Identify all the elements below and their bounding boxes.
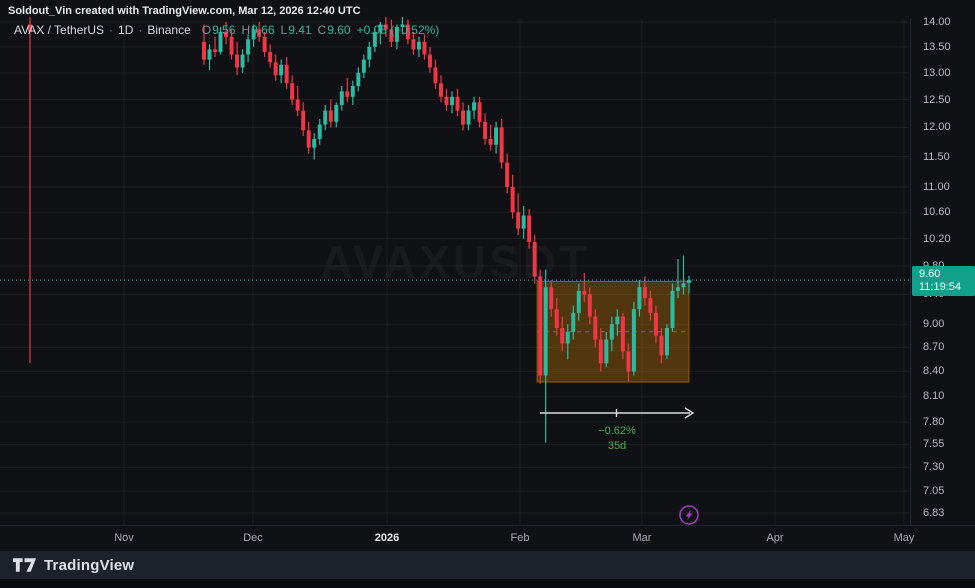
current-price-value: 9.60 [919,268,941,281]
legend-interval[interactable]: 1D [118,23,134,37]
measure-range-box[interactable] [536,280,690,383]
close-value: 9.60 [327,23,351,37]
price-tick-label: 11.00 [923,180,950,193]
price-tick-label: 14.00 [923,16,951,28]
change-value: +0.05 (+0.52%) [356,23,440,37]
price-tick-label: 9.00 [923,318,945,331]
price-tick-label: 12.50 [923,93,951,106]
price-tick-label: 12.00 [923,121,951,134]
chart-canvas[interactable]: AVAXUSDT AVAX / TetherUS · 1D · Binance … [0,0,910,525]
footer-strip [0,579,975,588]
symbol-watermark: AVAXUSDT [320,236,590,288]
tradingview-logo-icon[interactable] [13,558,36,572]
attribution-text: Soldout_Vin created with TradingView.com… [8,5,361,17]
price-tick-label: 10.20 [923,232,951,245]
chart-legend: AVAX / TetherUS · 1D · Binance O9.56 H9.… [14,23,439,37]
current-price-label: 9.60 11:19:54 [912,266,975,297]
low-label: L [280,23,288,37]
low-value: 9.41 [288,23,312,37]
candles-layer [28,17,692,443]
measure-percent-label: −0.62% [598,425,636,437]
open-label: O [201,23,212,37]
price-tick-label: 10.60 [923,206,951,219]
price-tick-label: 11.50 [923,150,950,163]
time-tick-label: Dec [243,532,263,544]
price-axis[interactable]: 14.00 13.50 13.00 12.50 12.00 11.50 11.00 10.60… [910,16,975,525]
legend-separator: · [109,23,114,37]
high-value: 9.66 [251,23,275,37]
footer-bar: TradingView [0,551,975,579]
time-tick-label: 2026 [374,532,400,544]
open-value: 9.56 [212,23,236,37]
legend-separator: · [138,23,143,37]
price-tick-label: 8.40 [923,365,945,378]
price-tick-label: 6.83 [923,506,945,519]
date-range-arrow[interactable] [540,407,695,419]
price-tick-label: 8.10 [923,390,945,403]
chart-plot-svg: AVAXUSDT [0,17,910,525]
time-tick-label: Feb [510,532,530,544]
price-tick-label: 7.80 [923,416,945,429]
legend-exchange[interactable]: Binance [147,23,191,37]
measure-duration-label: 35d [607,440,627,452]
time-tick-label: Mar [632,532,652,544]
time-tick-label: Apr [766,532,784,544]
price-tick-label: 13.00 [923,66,951,79]
price-tick-label: 7.05 [923,485,945,498]
price-tick-label: 13.50 [923,40,951,53]
price-tick-label: 8.70 [923,341,945,354]
close-label: C [317,23,327,37]
time-tick-label: May [893,532,915,544]
legend-symbol[interactable]: AVAX / TetherUS [14,23,105,37]
tradingview-wordmark[interactable]: TradingView [44,556,135,574]
legend-ohlc-values: O9.56 H9.66 L9.41 C9.60 +0.05 (+0.52%) [202,23,440,37]
lightning-icon[interactable] [679,505,699,525]
bar-countdown: 11:19:54 [919,281,962,294]
high-label: H [241,23,251,37]
price-tick-label: 7.30 [923,461,945,474]
grid-lines [0,18,910,525]
price-tick-label: 7.55 [923,438,945,451]
time-axis[interactable]: Nov Dec 2026 Feb Mar Apr May [0,525,975,552]
time-tick-label: Nov [114,532,134,544]
